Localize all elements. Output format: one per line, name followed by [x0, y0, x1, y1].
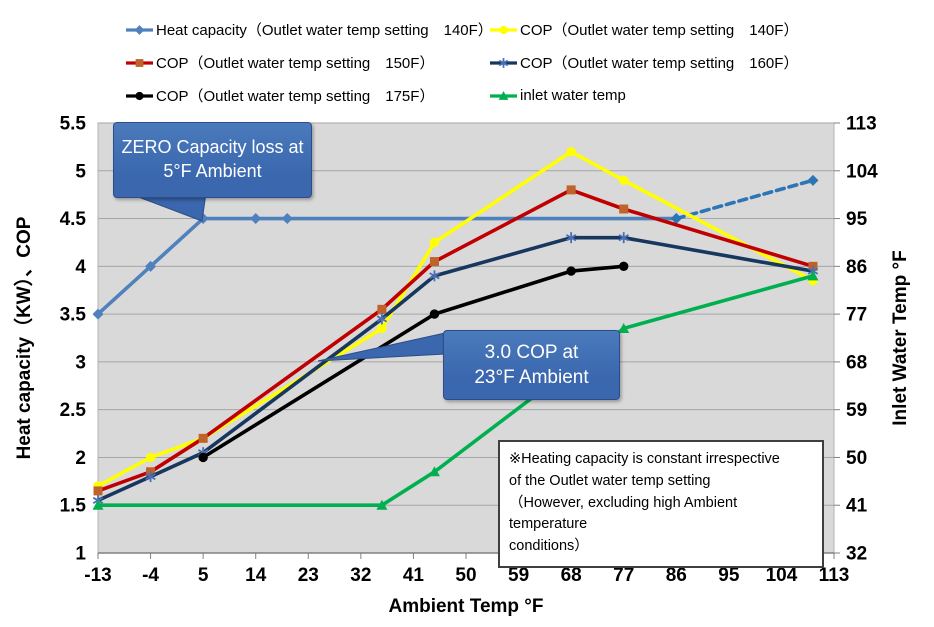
- svg-text:77: 77: [846, 305, 867, 326]
- y-right-axis-title: Inlet Water Temp °F: [890, 250, 911, 425]
- legend-marker-triangle: [490, 90, 517, 100]
- svg-text:4.5: 4.5: [60, 209, 87, 230]
- svg-text:32: 32: [350, 565, 371, 586]
- callout-text-line: ZERO Capacity loss at: [121, 137, 304, 158]
- svg-text:68: 68: [846, 352, 867, 373]
- svg-text:2: 2: [75, 448, 86, 469]
- svg-text:-13: -13: [84, 565, 111, 586]
- callout-zero-capacity-loss: ZERO Capacity loss at 5°F Ambient: [113, 122, 312, 198]
- callout-cop-at-23f: 3.0 COP at 23°F Ambient: [443, 330, 620, 400]
- svg-text:77: 77: [613, 565, 634, 586]
- legend-item-cop175: COP（Outlet water temp setting 175F）: [126, 86, 490, 105]
- note-line: （However, excluding high Ambient tempera…: [509, 494, 738, 533]
- legend-item-inlet: inlet water temp: [490, 86, 798, 105]
- legend-marker-diamond: [126, 24, 153, 35]
- svg-text:14: 14: [245, 565, 267, 586]
- svg-text:2.5: 2.5: [60, 400, 87, 421]
- callout-text-line: 5°F Ambient: [163, 161, 262, 181]
- callout-text-line: 23°F Ambient: [474, 367, 589, 388]
- legend-marker-asterisk: [490, 57, 517, 68]
- svg-text:3.5: 3.5: [60, 305, 87, 326]
- chart-legend: Heat capacity（Outlet water temp setting …: [126, 20, 798, 105]
- svg-text:59: 59: [508, 565, 529, 586]
- note-box: ※Heating capacity is constant irrespecti…: [498, 440, 824, 568]
- y-left-tick-labels: 1 1.5 2 2.5 3 3.5 4 4.5 5 5.5: [60, 114, 87, 565]
- svg-text:104: 104: [846, 161, 878, 182]
- svg-text:1: 1: [75, 544, 86, 565]
- svg-text:95: 95: [718, 565, 740, 586]
- svg-text:113: 113: [819, 565, 850, 586]
- svg-text:113: 113: [846, 114, 877, 135]
- legend-label: COP（Outlet water temp setting 160F）: [520, 55, 799, 72]
- svg-text:-4: -4: [142, 565, 159, 586]
- svg-text:50: 50: [455, 565, 476, 586]
- svg-text:32: 32: [846, 544, 867, 565]
- svg-text:86: 86: [846, 257, 867, 278]
- note-line: conditions）: [509, 538, 589, 554]
- svg-text:5: 5: [75, 161, 86, 182]
- svg-text:3: 3: [75, 352, 86, 373]
- x-axis-tick-labels: -13 -4 5 14 23 32 41 50 59 68 77 86 95 104 113: [84, 565, 849, 586]
- y-right-tick-labels: 32 41 50 59 68 77 86 95 104 113: [846, 114, 878, 565]
- x-axis-title: Ambient Temp °F: [388, 596, 543, 617]
- legend-marker-circle: [490, 25, 517, 34]
- y-left-axis-title: Heat capacity（KW）、COP: [12, 216, 35, 459]
- svg-text:95: 95: [846, 209, 868, 230]
- legend-item-cop140: COP（Outlet water temp setting 140F）: [490, 20, 798, 39]
- note-line: of the Outlet water temp setting: [509, 472, 711, 489]
- svg-text:41: 41: [846, 496, 868, 517]
- svg-text:4: 4: [75, 257, 86, 278]
- svg-text:5: 5: [198, 565, 209, 586]
- svg-text:1.5: 1.5: [60, 496, 87, 517]
- callout-text-line: 3.0 COP at: [484, 341, 579, 363]
- legend-marker-circle: [126, 91, 153, 100]
- series-cop175: [198, 261, 629, 463]
- legend-item-cop150: COP（Outlet water temp setting 150F）: [126, 53, 490, 72]
- legend-label: COP（Outlet water temp setting 150F）: [156, 55, 435, 72]
- note-line: ※Heating capacity is constant irrespecti…: [509, 451, 780, 467]
- series-inlet: [92, 270, 819, 510]
- svg-text:23: 23: [298, 565, 319, 586]
- legend-label: Heat capacity（Outlet water temp setting …: [156, 22, 493, 39]
- series-cop160: [92, 232, 819, 506]
- svg-text:86: 86: [666, 565, 687, 586]
- legend-label: COP（Outlet water temp setting 175F）: [156, 88, 435, 105]
- svg-text:50: 50: [846, 448, 867, 469]
- series-heatcap140_dashed: [670, 174, 819, 225]
- svg-text:68: 68: [561, 565, 582, 586]
- svg-text:41: 41: [403, 565, 425, 586]
- legend-label: inlet water temp: [520, 87, 626, 104]
- legend-label: COP（Outlet water temp setting 140F）: [520, 22, 799, 39]
- legend-marker-square: [126, 58, 153, 67]
- svg-text:5.5: 5.5: [60, 114, 87, 135]
- legend-item-heatcap140: Heat capacity（Outlet water temp setting …: [126, 20, 493, 39]
- svg-text:59: 59: [846, 400, 867, 421]
- svg-text:104: 104: [766, 565, 798, 586]
- legend-item-cop160: COP（Outlet water temp setting 160F）: [490, 53, 798, 72]
